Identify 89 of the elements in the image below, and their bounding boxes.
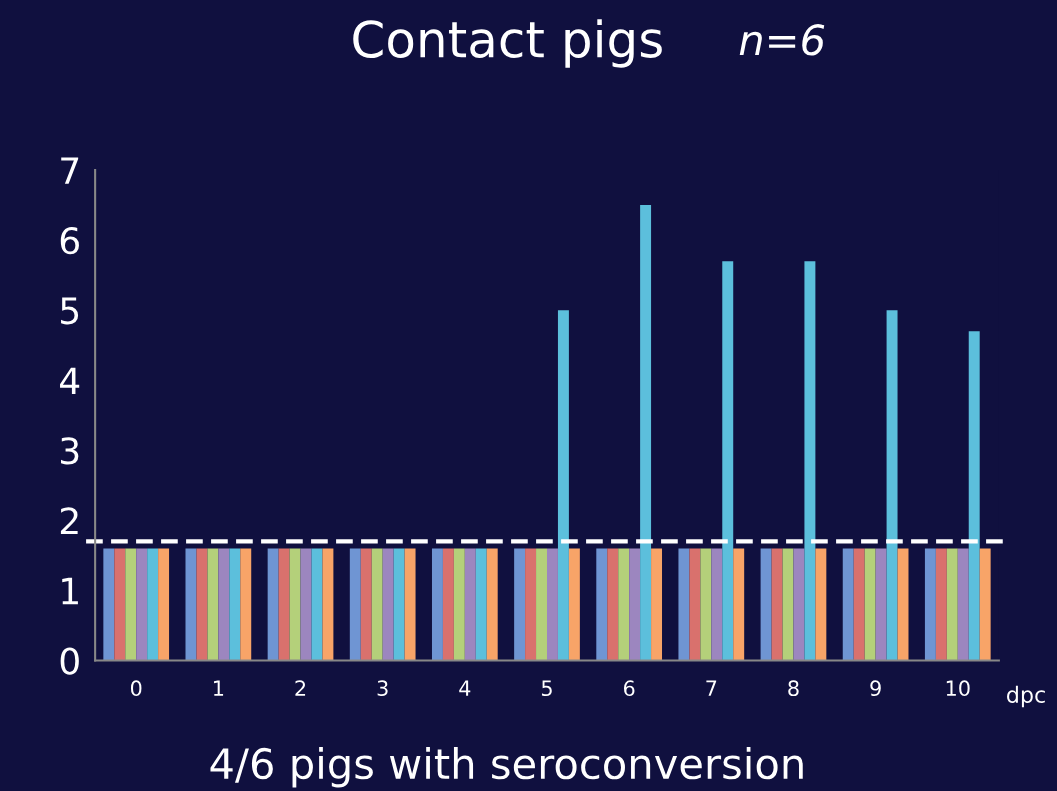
bar [771, 548, 783, 661]
bar [229, 548, 241, 661]
y-tick-label: 4 [60, 367, 80, 394]
bar [136, 548, 148, 661]
bar [196, 548, 208, 661]
x-tick-label: 5 [541, 680, 552, 697]
bar [404, 548, 416, 661]
bar [114, 548, 126, 661]
bar [864, 548, 876, 661]
bar [311, 548, 323, 661]
y-tick-label: 1 [62, 577, 78, 605]
bar [207, 548, 219, 661]
bar [514, 548, 526, 661]
bar [185, 548, 197, 661]
bar [815, 548, 827, 661]
bar [103, 548, 115, 661]
y-tick-label: 0 [60, 647, 79, 675]
bar [897, 548, 909, 661]
bar [486, 548, 498, 661]
bar [640, 205, 652, 661]
x-tick-label: 7 [706, 680, 717, 696]
bar [924, 548, 936, 661]
bar [278, 548, 290, 661]
bar [349, 548, 361, 661]
bar [218, 548, 230, 661]
bar [393, 548, 405, 661]
bar [968, 331, 980, 661]
text: 4/6 pigs with seroconversion [210, 747, 803, 788]
bar [536, 548, 547, 661]
y-tick-label: 3 [61, 437, 79, 465]
bar [875, 548, 887, 661]
bar [793, 548, 805, 661]
bar [322, 548, 334, 661]
x-axis-title: dpc [1007, 685, 1045, 708]
bar [842, 548, 854, 661]
x-tick-label: 2 [295, 680, 306, 696]
bar [979, 548, 991, 661]
bar [360, 548, 372, 661]
bar [289, 548, 301, 661]
bar [240, 548, 252, 661]
bar [568, 548, 580, 661]
bar [475, 548, 487, 661]
bar [547, 548, 558, 661]
x-tick-label: 8 [788, 680, 799, 697]
bar [886, 310, 898, 661]
bar [760, 548, 772, 661]
bar [678, 548, 690, 661]
bar [946, 548, 958, 661]
bar [957, 548, 969, 661]
y-tick-label: 7 [61, 157, 79, 184]
bar [782, 548, 794, 661]
x-tick-label: 4 [459, 680, 471, 696]
x-tick-label: 0 [130, 680, 142, 697]
y-tick-label: 6 [60, 227, 79, 255]
bar [853, 548, 865, 661]
bar [267, 548, 279, 661]
bar [733, 548, 745, 661]
bar [722, 261, 734, 661]
bar [711, 548, 723, 661]
x-tick-label: 9 [870, 680, 881, 697]
y-tick-label: 2 [60, 507, 78, 535]
bar [629, 548, 641, 661]
bar [935, 548, 947, 661]
bar [651, 548, 663, 661]
bar [596, 548, 608, 661]
bar [557, 310, 569, 661]
bar [607, 548, 619, 661]
bar [464, 548, 476, 661]
x-tick-label: 3 [377, 680, 388, 697]
y-tick-label: 5 [61, 297, 79, 325]
x-tick-label: 6 [623, 680, 635, 697]
bar [125, 548, 137, 661]
bar [618, 548, 630, 661]
bar [431, 548, 443, 661]
bar [371, 548, 383, 661]
x-tick-label: 1 [214, 680, 224, 696]
chart-title: Contact pigs [353, 19, 662, 68]
bar [158, 548, 170, 661]
bar [300, 548, 312, 661]
bar [442, 548, 454, 661]
bar [525, 548, 537, 661]
bar [453, 548, 465, 661]
bar [804, 261, 816, 661]
bar [382, 548, 394, 661]
bar [689, 548, 701, 661]
bar [700, 548, 712, 661]
chart-subtitle: n=6 [739, 24, 825, 56]
x-tick-label: 10 [946, 680, 970, 697]
bar [147, 548, 159, 661]
